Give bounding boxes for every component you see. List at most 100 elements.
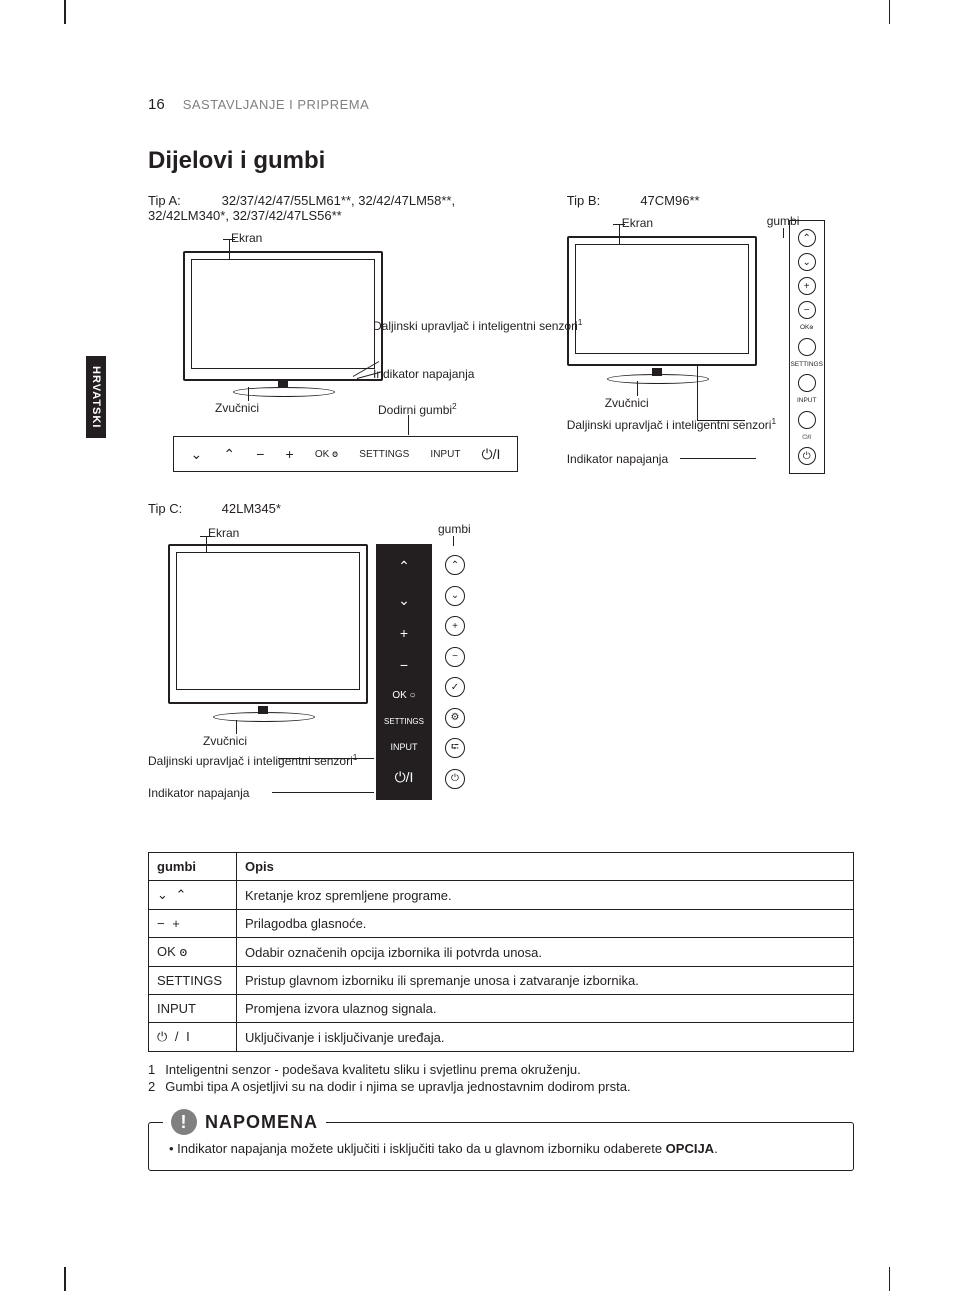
table-row: − + Prilagodba glasnoće. [149,910,854,938]
note-item: Indikator napajanja možete uključiti i i… [169,1141,837,1156]
note-icon: ! [171,1109,197,1135]
power-button-c[interactable]: ⏻ [445,769,465,789]
up-button-c[interactable]: ⌃ [445,555,465,575]
minus-button-c[interactable]: − [445,647,465,667]
tip-c-label: Tip C: [148,501,218,516]
power-icon-c: ⏻/I [395,769,414,786]
settings-label: SETTINGS [359,449,409,460]
up-icon-c: ⌃ [398,558,410,575]
up-icon: ⌃ [223,446,235,463]
down-icon: ⌄ [191,446,203,463]
power-icon: ⏻/I [482,446,501,463]
label-indikator-a: Indikator napajanja [373,367,474,381]
running-header: 16 SASTAVLJANJE I PRIPREMA [148,96,854,113]
settings-label-c: SETTINGS [384,717,424,726]
plus-icon: + [286,446,294,462]
input-button-c[interactable]: ⮓ [445,738,465,758]
row4-sym: SETTINGS [149,967,237,995]
tip-a-line: Tip A: 32/37/42/47/55LM61**, 32/42/47LM5… [148,193,537,223]
row2-desc: Prilagodba glasnoće. [237,910,854,938]
table-row: ⌄ ⌃ Kretanje kroz spremljene programe. [149,881,854,910]
note-title-text: NAPOMENA [205,1112,318,1133]
down-icon-c: ⌄ [398,592,410,609]
minus-icon: − [256,446,264,462]
table-row: SETTINGS Pristup glavnom izborniku ili s… [149,967,854,995]
tip-b-label: Tip B: [567,193,637,208]
label-daljinski-a: Daljinski upravljač i inteligentni senzo… [373,317,582,333]
button-bar-a: ⌄ ⌃ − + OK ꙩ SETTINGS INPUT ⏻/I [173,436,518,472]
label-indikator-b: Indikator napajanja [567,452,668,466]
settings-button-c[interactable]: ⚙ [445,708,465,728]
tip-c-models: 42LM345* [222,501,281,516]
minus-icon-c: − [400,657,408,673]
fn1-num: 1 [148,1062,155,1077]
tip-b-models: 47CM96** [640,193,699,208]
plus-icon-c: + [400,625,408,641]
minus-button[interactable]: − [798,301,816,319]
header-title: SASTAVLJANJE I PRIPREMA [183,97,370,112]
input-label: INPUT [430,449,460,460]
up-button[interactable]: ⌃ [798,229,816,247]
label-indikator-c: Indikator napajanja [148,786,249,800]
ext-button-column-c: ⌃ ⌄ + − ✓ ⚙ ⮓ ⏻ [440,544,470,800]
table-head-opis: Opis [237,853,854,881]
power-tiny-label: ⏻/I [802,435,811,442]
settings-button[interactable] [798,374,816,392]
settings-tiny-label: SETTINGS [790,362,823,369]
tip-a-label: Tip A: [148,193,218,208]
note-title: ! NAPOMENA [163,1109,326,1135]
label-zvucnici-b: Zvučnici [605,396,649,410]
input-tiny-label: INPUT [797,398,817,405]
table-row: INPUT Promjena izvora ulaznog signala. [149,995,854,1023]
label-daljinski-c: Daljinski upravljač i inteligentni senzo… [148,752,357,768]
row3-desc: Odabir označenih opcija izbornika ili po… [237,938,854,967]
row1-desc: Kretanje kroz spremljene programe. [237,881,854,910]
dark-button-strip-c: ⌃ ⌄ + − OK ○ SETTINGS INPUT ⏻/I [376,544,432,800]
row3-sym: OK ꙩ [149,938,237,967]
ok-label-c: OK ○ [392,690,415,701]
ok-label: OK ꙩ [315,449,338,460]
power-button[interactable]: ⏻ [798,447,816,465]
fn1-text: Inteligentni senzor - podešava kvalitetu… [165,1062,581,1077]
fn2-num: 2 [148,1079,155,1094]
label-zvucnici-c: Zvučnici [203,734,247,748]
table-head-gumbi: gumbi [149,853,237,881]
label-dodirni-a: Dodirni gumbi2 [378,401,457,417]
input-button[interactable] [798,411,816,429]
down-button[interactable]: ⌄ [798,253,816,271]
input-label-c: INPUT [391,742,418,752]
figure-tip-c: Ekran gumbi Zvučnici Daljinski upravljač… [148,524,448,804]
ok-tiny-label: OKꙩ [800,325,813,332]
plus-button[interactable]: + [798,277,816,295]
tip-c-line: Tip C: 42LM345* [148,501,854,516]
down-button-c[interactable]: ⌄ [445,586,465,606]
page-number: 16 [148,96,165,113]
table-row: OK ꙩ Odabir označenih opcija izbornika i… [149,938,854,967]
ok-button[interactable] [798,338,816,356]
label-ekran-b: Ekran [622,216,653,230]
row6-sym: ⏻ / I [149,1023,237,1052]
figure-tip-b: Ekran gumbi Zvučnici Daljinski upravljač… [567,216,787,456]
language-tab: HRVATSKI [86,356,106,438]
label-ekran-c: Ekran [208,526,239,540]
row1-sym: ⌄ ⌃ [149,881,237,910]
tip-b-line: Tip B: 47CM96** [567,193,854,208]
label-zvucnici-a: Zvučnici [215,401,259,415]
row2-sym: − + [149,910,237,938]
side-button-panel-b: ⌃ ⌄ + − OKꙩ SETTINGS INPUT ⏻/I ⏻ [789,220,825,474]
footnotes: 1 Inteligentni senzor - podešava kvalitet… [148,1062,854,1094]
row4-desc: Pristup glavnom izborniku ili spremanje … [237,967,854,995]
ok-button-c[interactable]: ✓ [445,677,465,697]
section-title: Dijelovi i gumbi [148,147,854,175]
row5-desc: Promjena izvora ulaznog signala. [237,995,854,1023]
fn2-text: Gumbi tipa A osjetljivi su na dodir i nj… [165,1079,630,1094]
buttons-table: gumbi Opis ⌄ ⌃ Kretanje kroz spremljene … [148,852,854,1052]
row6-desc: Uključivanje i isključivanje uređaja. [237,1023,854,1052]
label-ekran-a: Ekran [231,231,262,245]
figure-tip-a: Ekran Zvučnici Daljinski upravljač i int… [173,231,433,421]
table-row: ⏻ / I Uključivanje i isključivanje uređa… [149,1023,854,1052]
plus-button-c[interactable]: + [445,616,465,636]
row5-sym: INPUT [149,995,237,1023]
label-gumbi-c: gumbi [438,522,471,536]
label-daljinski-b: Daljinski upravljač i inteligentni senzo… [567,416,776,432]
